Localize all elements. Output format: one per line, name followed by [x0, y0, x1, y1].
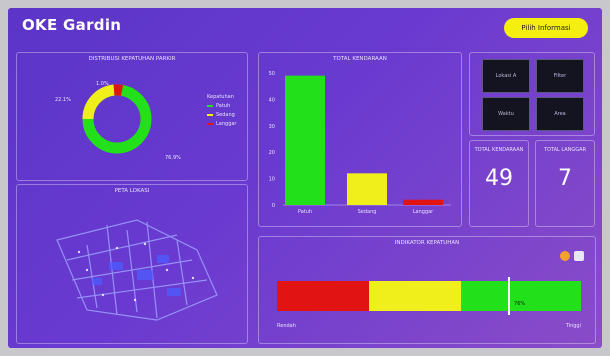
filter-grid-panel: Lokasi A Filter Waktu Area: [469, 52, 595, 136]
legend-item-sedang: Sedang: [207, 111, 237, 120]
settings-icon[interactable]: [574, 251, 584, 261]
stat-value: 7: [558, 166, 572, 191]
donut-label-right: 76.9%: [165, 155, 181, 161]
map-title: PETA LOKASI: [114, 188, 150, 194]
stat-total-vehicles: TOTAL KENDARAAN 49: [469, 140, 529, 227]
indicator-marker-label: 76%: [514, 301, 526, 307]
map-markers: [77, 242, 195, 302]
dashboard-window: OKE Gardin Pilih Informasi DISTRIBUSI KE…: [8, 8, 602, 348]
donut-panel: DISTRIBUSI KEPATUHAN PARKIR 1.0% 22.1% 7…: [16, 52, 248, 181]
donut-yellow-slice: [82, 84, 115, 120]
stat-label: TOTAL LANGGAR: [543, 147, 587, 153]
filter-button-4[interactable]: Area: [536, 97, 584, 131]
donut-title: DISTRIBUSI KEPATUHAN PARKIR: [88, 56, 176, 62]
map-roads: [56, 219, 218, 321]
donut-label-small: 1.0%: [96, 81, 109, 87]
filter-button-3[interactable]: Waktu: [482, 97, 530, 131]
legend-item-langgar: Langgar: [207, 120, 237, 129]
map-panel: PETA LOKASI: [16, 184, 248, 344]
x-tick-label: Patuh: [298, 209, 312, 215]
map-buildings: [92, 255, 181, 296]
location-map[interactable]: [17, 200, 247, 340]
indicator-left-label: Rendah: [277, 323, 296, 329]
bar-panel: TOTAL KENDARAAN 50 40 30 20 10 0 Patuh Sedang La…: [258, 52, 462, 227]
indicator-right-label: Tinggi: [565, 323, 581, 329]
app-title: OKE Gardin: [22, 16, 122, 34]
donut-chart: [82, 84, 152, 154]
y-tick-label: 50: [269, 71, 275, 77]
donut-label-left: 22.1%: [55, 97, 71, 103]
stat-label: TOTAL KENDARAAN: [474, 147, 524, 153]
donut-legend: Kepatuhan Patuh Sedang Langgar: [207, 93, 237, 129]
y-tick-label: 20: [269, 150, 275, 156]
indicator-red-segment: [277, 281, 370, 311]
stat-value: 49: [485, 166, 513, 191]
donut-red-slice: [113, 84, 124, 96]
y-tick-label: 0: [272, 203, 275, 209]
indicator-green-segment: [461, 281, 581, 311]
gauge-title: INDIKATOR KEPATUHAN: [394, 240, 460, 246]
indicator-bar: [277, 281, 581, 311]
bar-chart: 50 40 30 20 10 0 Patuh Sedang Langgar: [269, 71, 451, 215]
sun-icon[interactable]: [560, 251, 570, 261]
select-info-button[interactable]: Pilih Informasi: [504, 18, 588, 38]
y-tick-label: 10: [269, 177, 275, 183]
indicator-yellow-segment: [369, 281, 462, 311]
bar-sedang: [347, 173, 387, 205]
y-tick-label: 30: [269, 124, 275, 130]
y-tick-label: 40: [269, 97, 275, 103]
legend-item-patuh: Patuh: [207, 102, 237, 111]
x-tick-label: Langgar: [413, 209, 434, 215]
filter-button-1[interactable]: Lokasi A: [482, 59, 530, 93]
gauge-panel: INDIKATOR KEPATUHAN 76% Rendah Tinggi: [258, 236, 596, 344]
bar-langgar: [403, 199, 443, 205]
x-tick-label: Sedang: [358, 209, 377, 215]
stat-total-violations: TOTAL LANGGAR 7: [535, 140, 595, 227]
bar-patuh: [285, 75, 325, 205]
legend-title: Kepatuhan: [207, 94, 234, 100]
filter-button-2[interactable]: Filter: [536, 59, 584, 93]
indicator-marker: [508, 277, 511, 315]
bar-chart-title: TOTAL KENDARAAN: [333, 56, 387, 62]
